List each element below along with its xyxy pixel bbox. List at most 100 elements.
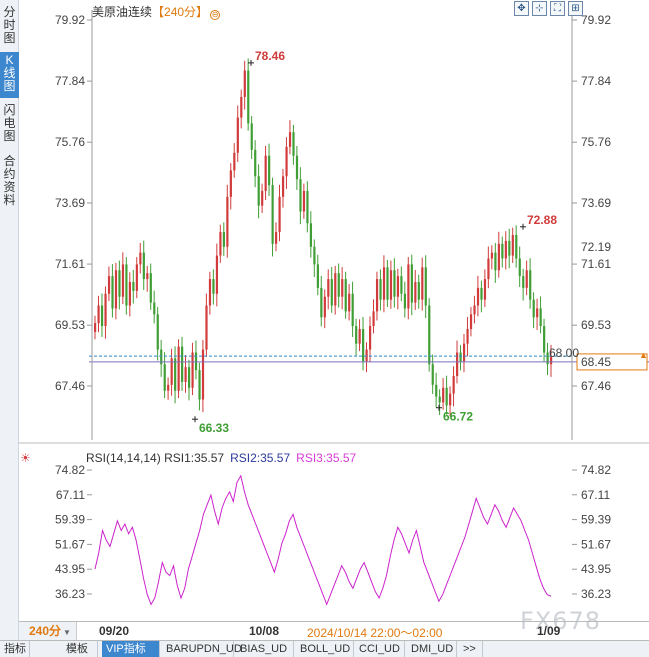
candle-body [167,384,170,391]
candle-body [400,276,403,294]
tab-dmi[interactable]: DMI_UD [407,641,457,657]
candle-body [473,305,476,315]
candle-body [341,279,344,297]
peak-label: 78.46 [255,49,285,63]
candle-body [504,240,507,259]
candle-body [438,396,441,403]
candle-body [508,240,511,256]
rsi-line [94,474,552,606]
indicator-settings-icon[interactable]: ☀ [20,451,31,465]
settings-icon[interactable]: ⊞ [568,1,583,16]
candle-body [368,326,372,350]
collapse-circle-icon[interactable]: ⊖ [210,10,221,20]
candle-body [316,264,319,288]
tab-boll[interactable]: BOLL_UD [296,641,354,657]
rsi-tick-label: 43.95 [55,562,85,576]
tab-indicators[interactable]: 指标 [0,641,30,657]
tab-vip-indicators[interactable]: VIP指标 [102,641,160,657]
rsi-tick-label: 67.11 [56,488,85,502]
candle-body [257,176,260,206]
chart-title: 美原油连续【240分】 ⊖ [92,3,221,20]
candle-body [550,356,553,365]
rsi-title: RSI(14,14,14) [86,451,161,465]
candle-body [170,358,173,385]
candle-body [309,223,313,247]
move-icon[interactable]: ✥ [514,1,529,16]
peak-label: 72.88 [527,213,557,227]
current-price-badge-bg [577,239,623,255]
last-price-label: 68.45 [581,355,611,369]
price-axis-left: 79.92 77.84 75.76 73.69 71.61 69.53 67.46 [55,10,93,440]
candle-body [153,302,156,315]
rsi-tick-label: 67.11 [581,488,610,502]
candle-body [128,282,132,306]
tab-contract-info[interactable]: 合约资料 [3,154,16,207]
candle-body [240,96,243,118]
candle-body [421,267,424,300]
candle-body [299,179,302,212]
candle-body [295,155,299,180]
tab-flash-chart[interactable]: 闪电图 [3,103,16,143]
candle-body [177,346,180,391]
candle-body [462,343,466,362]
tab-more[interactable]: >> [459,641,483,657]
candle-body [281,176,285,197]
candle-body [522,276,525,288]
up-arrow-icon: ▲ [639,350,648,360]
candle-body [219,232,222,256]
candlestick-series [94,58,553,417]
period-select[interactable]: 240分 ▼ [19,622,77,640]
tab-bias[interactable]: BIAS_UD [236,641,294,657]
candle-body [247,70,250,124]
candle-body [452,376,455,394]
fullscreen-icon[interactable]: ⛶ [550,1,565,16]
candle-body [261,190,264,206]
tab-barupdn[interactable]: BARUPDN_UD [162,641,242,657]
candle-body [358,329,361,344]
candle-body [100,305,104,327]
candle-body [132,282,135,291]
candle-body [396,276,400,297]
price-tick-label: 79.92 [581,13,611,27]
candle-body [181,346,184,382]
candle-body [417,282,420,300]
candle-body [139,252,142,265]
peak-label: 66.72 [443,410,473,424]
candle-body [149,273,152,303]
candle-body [142,252,145,280]
candle-body [268,155,271,186]
candle-body [163,364,166,391]
candle-body [362,329,365,362]
candle-body [222,232,225,247]
candle-body [525,270,528,288]
candle-body [330,279,333,306]
tab-templates[interactable]: 模板 [62,641,98,657]
candle-body [334,273,337,306]
candle-body [372,311,375,327]
candle-body [306,190,309,224]
candle-body [114,270,118,309]
period-label: 【240分】 [152,5,209,19]
tab-kline[interactable]: K线图 [0,52,19,98]
rsi2-value: RSI2:35.57 [230,451,291,465]
date-axis: 240分 ▼ 09/20 10/08 2024/10/14 22:00～02:00… [19,621,649,640]
crosshair-icon[interactable]: ⊹ [532,1,547,16]
tab-time-share[interactable]: 分时图 [3,5,16,45]
candle-body [494,252,497,271]
candle-body [288,132,292,147]
kline-chart-canvas[interactable]: 79.92 77.84 75.76 73.69 71.61 69.53 67.46 79.9… [19,0,649,621]
candle-body [449,393,452,406]
candle-body [543,326,546,353]
rsi3-value: RSI3:35.57 [296,451,357,465]
rsi1-value: RSI1:35.57 [164,451,225,465]
candle-body [403,293,407,309]
candle-body [337,273,340,297]
candle-body [160,349,163,365]
chevron-down-icon: ▼ [63,628,71,637]
candle-body [414,282,417,303]
candle-body [275,232,278,244]
candle-body [344,279,347,312]
candle-body [191,352,194,388]
tab-cci[interactable]: CCI_UD [355,641,405,657]
candle-body [104,293,107,327]
